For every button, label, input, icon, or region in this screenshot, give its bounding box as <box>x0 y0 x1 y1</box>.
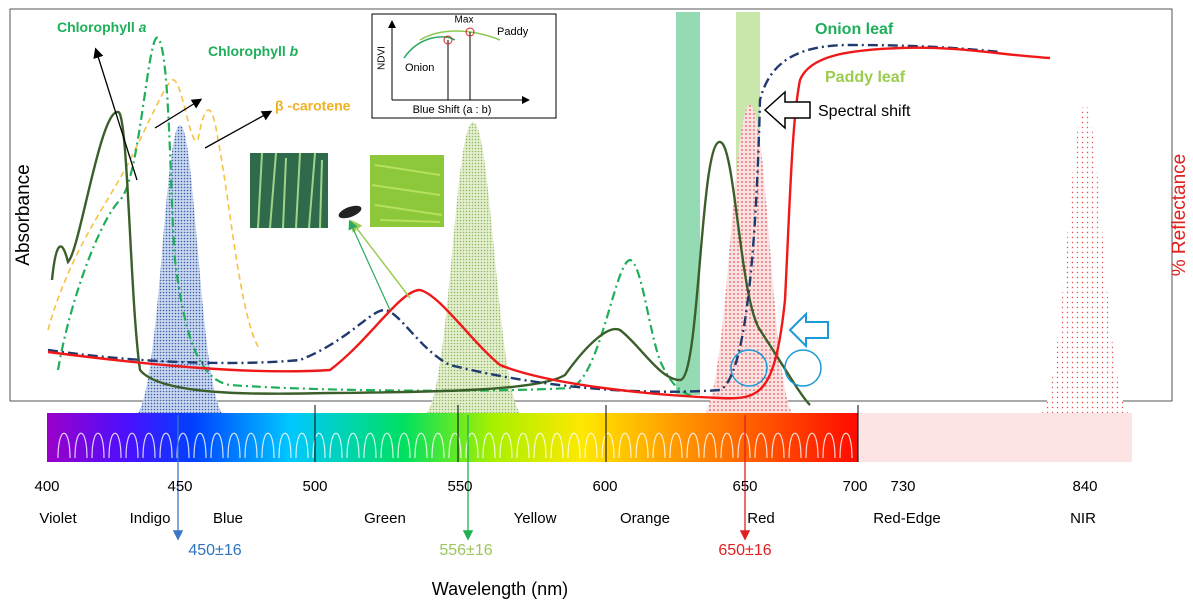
band-label: Red-Edge <box>873 510 941 527</box>
x-axis-label: Wavelength (nm) <box>432 579 568 599</box>
paddy-leaf-curve <box>47 46 1051 400</box>
annotation: Spectral shift <box>818 103 911 120</box>
band-label: Blue <box>213 510 243 527</box>
curve-label: Paddy leaf <box>825 69 906 86</box>
curve-label: a <box>139 19 147 35</box>
inset-curve <box>419 30 501 41</box>
band-label: Violet <box>39 510 77 527</box>
sensor-band-label: 556±16 <box>439 542 492 559</box>
inset-onion: Onion <box>405 62 434 74</box>
band-label: Yellow <box>514 510 557 527</box>
nir-band <box>1042 105 1128 413</box>
pointer <box>348 219 391 311</box>
sensor-icon <box>338 205 362 219</box>
inset-marker <box>443 35 453 45</box>
visible-spectrum <box>47 413 858 462</box>
curve-label: Chlorophyll <box>208 43 286 59</box>
curve-label: Chlorophyll b <box>208 43 299 59</box>
band-label: Orange <box>620 510 670 527</box>
marker-circle <box>730 349 768 387</box>
spectrum-waves <box>57 432 853 459</box>
blue-band <box>138 125 222 413</box>
inset-marker <box>465 27 475 37</box>
sensor-band-label: 450±16 <box>188 542 241 559</box>
pointer <box>350 219 411 299</box>
x-tick-label: 500 <box>302 478 327 495</box>
highlight-bar <box>676 12 700 395</box>
pointer <box>93 47 138 181</box>
x-tick-label: 600 <box>592 478 617 495</box>
x-tick-label: 700 <box>842 478 867 495</box>
green-band <box>427 122 520 413</box>
chlorophyll-b-curve <box>56 36 693 398</box>
pointer <box>204 110 273 149</box>
onion-photo <box>257 152 323 229</box>
nir-spectrum <box>858 413 1132 462</box>
spectrum-wave <box>57 432 853 459</box>
band-label: Red <box>747 510 775 527</box>
y-axis-label: Absorbance <box>13 164 34 265</box>
beta-carotene-curve <box>47 79 261 351</box>
band-label: NIR <box>1070 510 1096 527</box>
curve-label: β -carotene <box>275 98 351 114</box>
x-tick-label: 650 <box>732 478 757 495</box>
band-label: Indigo <box>130 510 171 527</box>
curve-label: Chlorophyll a <box>57 19 147 35</box>
shift-arrow <box>788 311 829 349</box>
curve-label: b <box>290 43 299 59</box>
inset-x-label: Blue Shift (a : b) <box>413 104 492 116</box>
paddy-photo <box>371 164 443 223</box>
x-tick-label: 840 <box>1072 478 1097 495</box>
y-axis-label: % Reflectance <box>1169 154 1190 277</box>
marker-circle <box>784 349 822 387</box>
x-tick-label: 550 <box>447 478 472 495</box>
x-tick-label: 730 <box>890 478 915 495</box>
pointer <box>154 98 203 129</box>
band-label: Green <box>364 510 406 527</box>
red-band <box>705 105 792 413</box>
inset-paddy: Paddy <box>497 26 529 38</box>
x-tick-label: 400 <box>34 478 59 495</box>
inset-y-label: NDVI <box>377 46 388 70</box>
inset-max: Max <box>455 15 474 26</box>
shift-arrow <box>763 90 811 130</box>
curve-label: Onion leaf <box>815 21 894 38</box>
curve-label: Chlorophyll <box>57 19 135 35</box>
sensor-band-label: 650±16 <box>718 542 771 559</box>
x-tick-label: 450 <box>167 478 192 495</box>
inset-frame <box>371 13 557 119</box>
